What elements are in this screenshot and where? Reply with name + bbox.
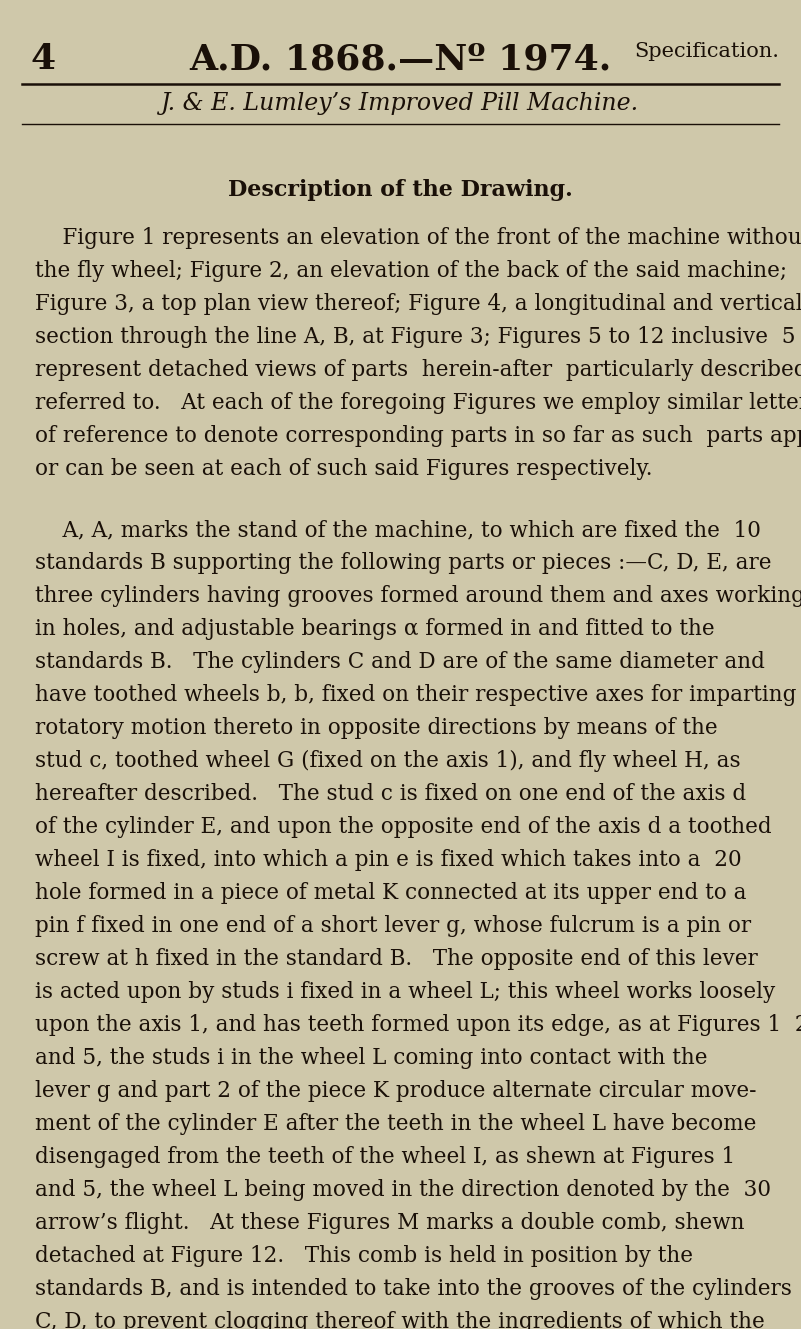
Text: A, A, marks the stand of the machine, to which are fixed the  10: A, A, marks the stand of the machine, to… xyxy=(35,520,761,541)
Text: or can be seen at each of such said Figures respectively.: or can be seen at each of such said Figu… xyxy=(35,459,653,480)
Text: lever g and part 2 of the piece K produce alternate circular move-: lever g and part 2 of the piece K produc… xyxy=(35,1080,756,1102)
Text: hereafter described.   The stud c is fixed on one end of the axis d: hereafter described. The stud c is fixed… xyxy=(35,783,746,805)
Text: the fly wheel; Figure 2, an elevation of the back of the said machine;: the fly wheel; Figure 2, an elevation of… xyxy=(35,260,787,282)
Text: is acted upon by studs i fixed in a wheel L; this wheel works loosely: is acted upon by studs i fixed in a whee… xyxy=(35,981,775,1003)
Text: have toothed wheels b, b, fixed on their respective axes for imparting  15: have toothed wheels b, b, fixed on their… xyxy=(35,684,801,706)
Text: of reference to denote corresponding parts in so far as such  parts appear: of reference to denote corresponding par… xyxy=(35,425,801,447)
Text: and 5, the studs i in the wheel L coming into contact with the: and 5, the studs i in the wheel L coming… xyxy=(35,1047,707,1069)
Text: Description of the Drawing.: Description of the Drawing. xyxy=(228,179,573,201)
Text: three cylinders having grooves formed around them and axes working: three cylinders having grooves formed ar… xyxy=(35,585,801,607)
Text: detached at Figure 12.   This comb is held in position by the: detached at Figure 12. This comb is held… xyxy=(35,1245,693,1267)
Text: J. & E. Lumley’s Improved Pill Machine.: J. & E. Lumley’s Improved Pill Machine. xyxy=(162,92,639,116)
Text: Figure 1 represents an elevation of the front of the machine without: Figure 1 represents an elevation of the … xyxy=(35,227,801,249)
Text: of the cylinder E, and upon the opposite end of the axis d a toothed: of the cylinder E, and upon the opposite… xyxy=(35,816,771,839)
Text: standards B.   The cylinders C and D are of the same diameter and: standards B. The cylinders C and D are o… xyxy=(35,651,765,672)
Text: hole formed in a piece of metal K connected at its upper end to a: hole formed in a piece of metal K connec… xyxy=(35,882,747,904)
Text: section through the line A, B, at Figure 3; Figures 5 to 12 inclusive  5: section through the line A, B, at Figure… xyxy=(35,326,795,348)
Text: represent detached views of parts  herein-after  particularly described and: represent detached views of parts herein… xyxy=(35,359,801,381)
Text: C, D, to prevent clogging thereof with the ingredients of which the: C, D, to prevent clogging thereof with t… xyxy=(35,1310,765,1329)
Text: in holes, and adjustable bearings α formed in and fitted to the: in holes, and adjustable bearings α form… xyxy=(35,618,714,641)
Text: ment of the cylinder E after the teeth in the wheel L have become: ment of the cylinder E after the teeth i… xyxy=(35,1112,756,1135)
Text: pin f fixed in one end of a short lever g, whose fulcrum is a pin or: pin f fixed in one end of a short lever … xyxy=(35,914,751,937)
Text: A.D. 1868.—Nº 1974.: A.D. 1868.—Nº 1974. xyxy=(189,43,612,76)
Text: and 5, the wheel L being moved in the direction denoted by the  30: and 5, the wheel L being moved in the di… xyxy=(35,1179,771,1201)
Text: standards B, and is intended to take into the grooves of the cylinders: standards B, and is intended to take int… xyxy=(35,1278,792,1300)
Text: arrow’s flight.   At these Figures M marks a double comb, shewn: arrow’s flight. At these Figures M marks… xyxy=(35,1212,744,1235)
Text: standards B supporting the following parts or pieces :—C, D, E, are: standards B supporting the following par… xyxy=(35,552,771,574)
Text: screw at h fixed in the standard B.   The opposite end of this lever: screw at h fixed in the standard B. The … xyxy=(35,948,758,970)
Text: upon the axis 1, and has teeth formed upon its edge, as at Figures 1  25: upon the axis 1, and has teeth formed up… xyxy=(35,1014,801,1037)
Text: Specification.: Specification. xyxy=(634,43,779,61)
Text: wheel I is fixed, into which a pin e is fixed which takes into a  20: wheel I is fixed, into which a pin e is … xyxy=(35,849,742,870)
Text: stud c, toothed wheel G (fixed on the axis 1), and fly wheel H, as: stud c, toothed wheel G (fixed on the ax… xyxy=(35,750,741,772)
Text: 4: 4 xyxy=(30,43,55,76)
Text: referred to.   At each of the foregoing Figures we employ similar letters: referred to. At each of the foregoing Fi… xyxy=(35,392,801,415)
Text: Figure 3, a top plan view thereof; Figure 4, a longitudinal and vertical: Figure 3, a top plan view thereof; Figur… xyxy=(35,292,801,315)
Text: rotatory motion thereto in opposite directions by means of the: rotatory motion thereto in opposite dire… xyxy=(35,718,718,739)
Text: disengaged from the teeth of the wheel I, as shewn at Figures 1: disengaged from the teeth of the wheel I… xyxy=(35,1146,735,1168)
